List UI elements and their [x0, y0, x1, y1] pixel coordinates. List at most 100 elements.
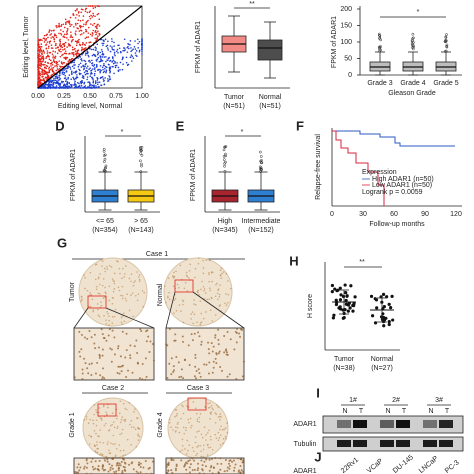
stain [97, 277, 100, 280]
nucleus [94, 467, 97, 470]
stain [107, 406, 109, 409]
stain [112, 297, 115, 299]
nucleus [106, 460, 109, 463]
stain [111, 278, 114, 280]
blue-dot [108, 67, 111, 70]
blue-dot [125, 61, 128, 64]
nucleus [173, 369, 176, 372]
stain [200, 321, 203, 323]
nucleus [136, 351, 139, 354]
red-dot [76, 42, 78, 44]
red-dot [45, 55, 48, 58]
label: High ADAR1 (n=50) [372, 176, 434, 183]
stain [214, 295, 217, 298]
blue-dot [97, 81, 99, 84]
stain [123, 276, 126, 278]
nucleus [210, 464, 213, 467]
stain [125, 265, 127, 267]
blue-dot [56, 73, 58, 76]
nucleus [152, 359, 155, 362]
score-dot [387, 302, 391, 306]
blue-dot [92, 68, 94, 70]
blue-dot [74, 77, 77, 80]
blue-dot [56, 76, 59, 79]
outlier [139, 146, 142, 149]
nucleus [78, 330, 81, 333]
stain [120, 432, 123, 435]
nucleus [90, 460, 93, 463]
red-dot [51, 67, 53, 69]
nucleus [214, 357, 217, 360]
nucleus [127, 369, 130, 372]
red-dot [45, 71, 47, 73]
stain [102, 297, 105, 299]
stain [182, 303, 184, 306]
red-dot [49, 68, 52, 71]
blue-dot [122, 63, 124, 65]
nucleus [80, 333, 83, 336]
stain [200, 288, 202, 291]
red-dot [56, 52, 59, 55]
nucleus [205, 458, 208, 461]
red-dot [82, 42, 84, 44]
nucleus [109, 466, 112, 469]
stain [136, 299, 139, 302]
blue-dot [87, 51, 89, 54]
nucleus [231, 460, 234, 463]
nucleus [109, 347, 112, 350]
outlier [139, 147, 142, 151]
blue-dot [92, 48, 95, 51]
stain [175, 409, 178, 411]
red-dot [59, 40, 62, 43]
red-dot [83, 43, 86, 46]
stain [96, 303, 99, 305]
blue-dot [92, 79, 95, 81]
red-dot [67, 28, 69, 30]
stain [175, 309, 178, 312]
blue-dot [131, 55, 134, 58]
blue-dot [90, 87, 93, 89]
blue-dot [48, 83, 50, 86]
red-dot [87, 26, 90, 29]
red-dot [54, 65, 56, 67]
red-dot [63, 26, 66, 29]
blue-dot [69, 68, 72, 70]
nucleus [129, 344, 132, 347]
blue-dot [95, 60, 98, 62]
label: Editing level, Normal [58, 103, 123, 110]
red-dot [76, 14, 78, 16]
red-dot [71, 51, 73, 54]
red-dot [63, 45, 66, 48]
red-dot [37, 67, 40, 70]
outlier [443, 50, 447, 53]
stain [103, 404, 105, 407]
blue-dot [100, 59, 102, 61]
label: Grade 3 [367, 80, 392, 87]
nucleus [110, 348, 113, 351]
stain [219, 434, 222, 436]
label: 60 [390, 211, 398, 218]
stain [167, 277, 170, 279]
label: Editing level, Tumor [23, 16, 30, 78]
red-dot [54, 55, 57, 58]
nucleus [172, 371, 175, 374]
blue-dot [101, 60, 104, 62]
nucleus [189, 463, 192, 466]
stain [219, 284, 221, 286]
nucleus [223, 470, 226, 473]
red-dot [37, 53, 40, 56]
blue-dot [138, 49, 141, 52]
score-dot [373, 321, 378, 325]
red-dot [49, 34, 51, 36]
red-dot [64, 41, 67, 44]
stain [198, 294, 200, 296]
line [37, 5, 143, 89]
label: Intermediate [242, 218, 281, 225]
blue-dot [114, 62, 116, 64]
nucleus [166, 376, 169, 379]
blue-dot [58, 78, 61, 81]
red-dot [40, 43, 43, 45]
red-dot [47, 36, 49, 39]
blue-dot [132, 48, 135, 50]
blue-dot [86, 65, 89, 68]
